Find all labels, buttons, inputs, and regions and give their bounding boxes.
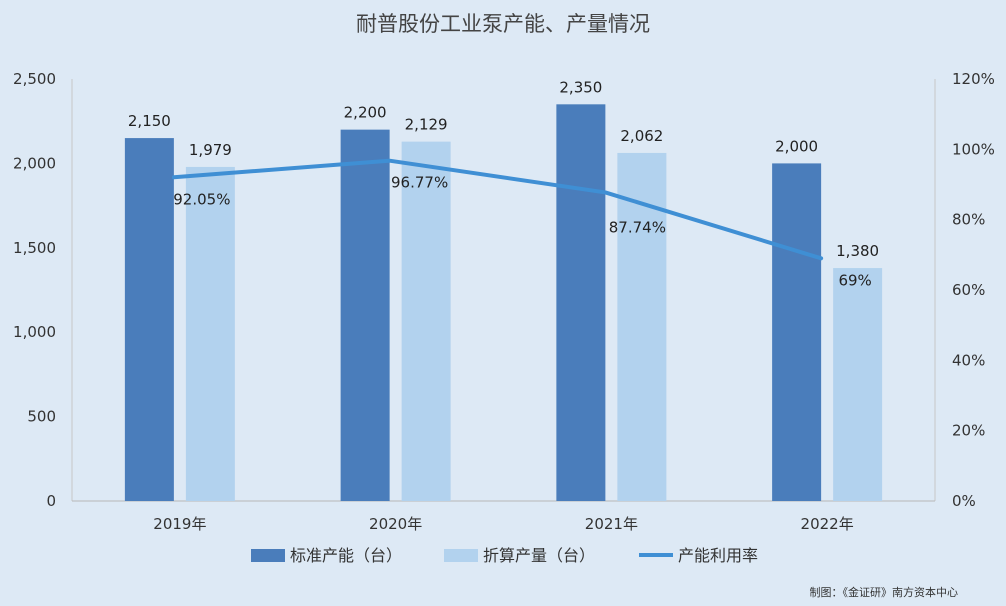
y-right-tick-label: 60% <box>952 281 985 299</box>
line-data-label: 69% <box>838 271 871 289</box>
y-left-tick-label: 1,500 <box>13 239 56 257</box>
bar-output <box>401 141 451 501</box>
legend-label: 折算产量（台） <box>483 546 595 565</box>
bar-capacity <box>124 138 174 501</box>
y-right-tick-label: 0% <box>952 492 976 510</box>
y-right-tick-label: 40% <box>952 351 985 369</box>
bar-output <box>617 152 667 502</box>
bar-data-label: 2,062 <box>620 127 663 145</box>
bar-data-label: 2,129 <box>405 116 448 134</box>
utilization-line <box>171 158 824 261</box>
legend-label: 产能利用率 <box>678 546 758 565</box>
credit-text: 制图：《金证研》南方资本中心 <box>810 585 959 599</box>
bar-capacity <box>772 163 822 501</box>
bar-output <box>185 166 235 501</box>
bar-capacity <box>556 104 606 501</box>
y-right-tick-label: 120% <box>952 70 995 88</box>
legend-swatch <box>251 549 285 562</box>
line-data-label: 87.74% <box>609 218 666 236</box>
bar-data-label: 1,979 <box>189 141 232 159</box>
line-data-label: 96.77% <box>391 174 448 192</box>
chart-title: 耐普股份工业泵产能、产量情况 <box>356 12 650 36</box>
y-right-tick-label: 100% <box>952 140 995 158</box>
x-tick-label: 2020年 <box>369 515 422 533</box>
x-tick-label: 2019年 <box>153 515 206 533</box>
bar-output <box>833 268 883 501</box>
y-left-tick-label: 0 <box>46 492 56 510</box>
bar-data-label: 2,000 <box>775 137 818 155</box>
legend-label: 标准产能（台） <box>290 546 402 565</box>
legend-swatch <box>444 549 478 562</box>
y-left-tick-label: 2,000 <box>13 154 56 172</box>
line-data-label: 92.05% <box>173 190 230 208</box>
bar-data-label: 1,380 <box>836 242 879 260</box>
bar-data-label: 2,350 <box>559 78 602 96</box>
legend: 标准产能（台） 折算产量（台） 产能利用率 <box>251 546 758 565</box>
bar-capacity <box>340 129 390 501</box>
y-left-tick-label: 500 <box>27 408 56 426</box>
y-right-tick-label: 20% <box>952 422 985 440</box>
bar-data-label: 2,200 <box>344 104 387 122</box>
y-left-tick-label: 1,000 <box>13 323 56 341</box>
x-tick-label: 2021年 <box>585 515 638 533</box>
marks: 2,150 2,200 2,350 2,000 1,979 2,129 2,062 1,380… <box>124 78 883 502</box>
axes: 0 500 1,000 1,500 2,000 2,500 0% 20% 40% 60% 80% 10… <box>13 70 995 533</box>
y-left-tick-label: 2,500 <box>13 70 56 88</box>
x-tick-label: 2022年 <box>801 515 854 533</box>
y-right-tick-label: 80% <box>952 211 985 229</box>
bar-data-label: 2,150 <box>128 112 171 130</box>
